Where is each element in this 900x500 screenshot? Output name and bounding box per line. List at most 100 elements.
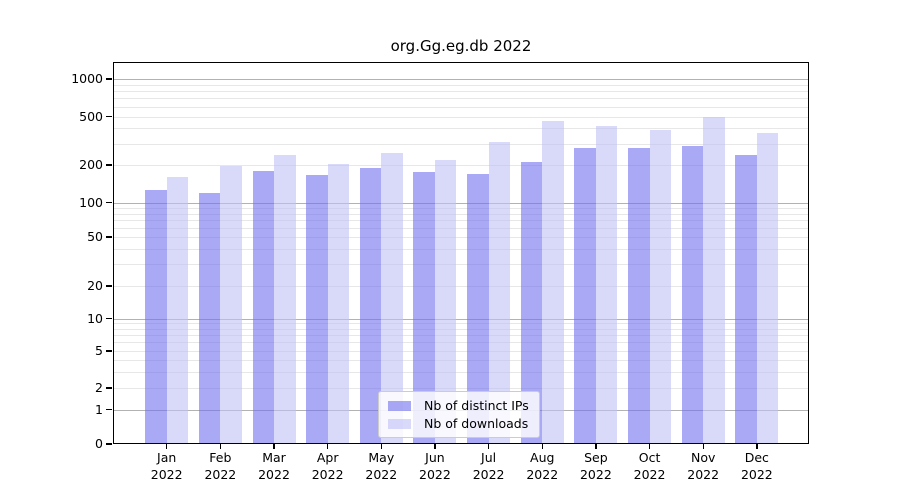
gridline-minor [113,116,809,118]
x-tick-year: 2022 [687,466,720,482]
x-tick [166,444,168,449]
x-tick-label: Dec 2022 [725,450,789,483]
legend-label: Nb of distinct IPs [424,398,529,413]
x-tick-label: Jan 2022 [135,450,199,483]
x-tick [756,444,758,449]
x-tick-year: 2022 [526,466,559,482]
bar-distinct-ips-dec [735,155,757,444]
x-tick-month: May [368,450,395,465]
gridline-minor [113,323,809,325]
y-tick [106,115,112,118]
gridline-minor [113,106,809,108]
gridline-minor [113,207,809,209]
x-tick [487,444,490,449]
x-tick-label: Jun 2022 [403,450,467,483]
x-tick-month: Oct [638,450,661,465]
y-tick [106,78,112,80]
x-tick-month: Jul [481,450,497,465]
x-tick-month: Aug [530,450,555,465]
x-tick-year: 2022 [311,466,344,482]
gridline-minor [113,388,809,389]
x-tick [434,444,436,449]
x-tick-year: 2022 [419,466,451,482]
x-tick [273,444,275,449]
bar-downloads-oct [649,129,672,444]
y-tick [106,443,112,445]
x-tick-year: 2022 [204,466,237,482]
bar-downloads-apr [327,163,350,444]
chart-title: org.Gg.eg.db 2022 [390,37,532,55]
gridline-minor [113,328,809,330]
x-tick-label: May 2022 [349,450,413,483]
gridline-minor [113,143,809,145]
gridline-minor [113,286,809,287]
x-tick-year: 2022 [633,466,666,482]
y-tick-label: 50 [87,229,103,244]
legend-label: Nb of downloads [424,416,529,431]
bar-downloads-aug [542,120,564,444]
bar-distinct-ips-mar [252,170,274,444]
y-tick-label: 500 [79,108,103,124]
x-tick-year: 2022 [150,466,183,482]
y-tick [106,201,112,204]
legend-swatch-distinct-ips [388,400,411,411]
plot-area [113,62,809,444]
y-tick-label: 1000 [71,71,103,86]
bar-downloads-feb [220,166,242,444]
gridline-major [113,318,809,320]
gridline-minor [113,248,809,250]
gridline-major [113,79,809,80]
bar-distinct-ips-aug [520,162,543,444]
gridline-major [113,202,809,204]
y-tick-label: 5 [95,343,103,358]
y-tick-label: 200 [79,157,103,172]
legend-row: Nb of distinct IPs [388,398,529,413]
x-tick-label: Aug 2022 [510,450,574,483]
x-tick-year: 2022 [472,466,505,482]
y-tick [106,387,112,389]
legend-row: Nb of downloads [388,416,529,431]
gridline-minor [113,342,809,344]
y-tick-label: 1 [95,401,103,417]
bar-downloads-jan [166,177,189,444]
x-tick-month: Nov [690,450,716,465]
bar-downloads-dec [756,133,779,444]
bar-downloads-jul [488,141,511,444]
bar-distinct-ips-sep [574,148,596,444]
x-tick-month: Apr [316,450,339,465]
x-tick-label: Sep 2022 [564,450,628,483]
y-tick-label: 100 [79,194,103,210]
bar-distinct-ips-oct [628,148,650,444]
x-tick [380,444,382,449]
x-tick-year: 2022 [579,466,612,482]
x-tick-month: Sep [584,450,608,465]
gridline-minor [113,220,809,222]
x-tick-year: 2022 [258,466,290,482]
y-tick-label: 0 [95,436,103,451]
y-tick [106,164,112,166]
gridline-minor [113,351,809,352]
bar-distinct-ips-feb [198,192,221,444]
gridline-minor [113,237,809,238]
bar-distinct-ips-jan [145,190,167,444]
x-tick-label: Feb 2022 [188,450,252,483]
x-tick [702,444,704,449]
gridline-minor [113,98,809,100]
gridline-minor [113,360,809,361]
bar-downloads-may [381,153,403,444]
x-tick-label: Jul 2022 [457,450,521,483]
gridline-minor [113,213,809,215]
bar-distinct-ips-jul [467,173,489,444]
y-tick [106,236,112,238]
x-tick-month: Mar [262,450,286,465]
x-tick [541,444,543,449]
x-tick-year: 2022 [365,466,398,482]
x-tick-label: Nov 2022 [671,450,735,483]
bar-distinct-ips-may [359,167,382,444]
x-tick-month: Dec [744,450,769,465]
y-tick [106,317,112,320]
gridline-minor [113,128,809,130]
x-tick-month: Jun [425,450,445,465]
x-tick-month: Feb [209,450,232,465]
